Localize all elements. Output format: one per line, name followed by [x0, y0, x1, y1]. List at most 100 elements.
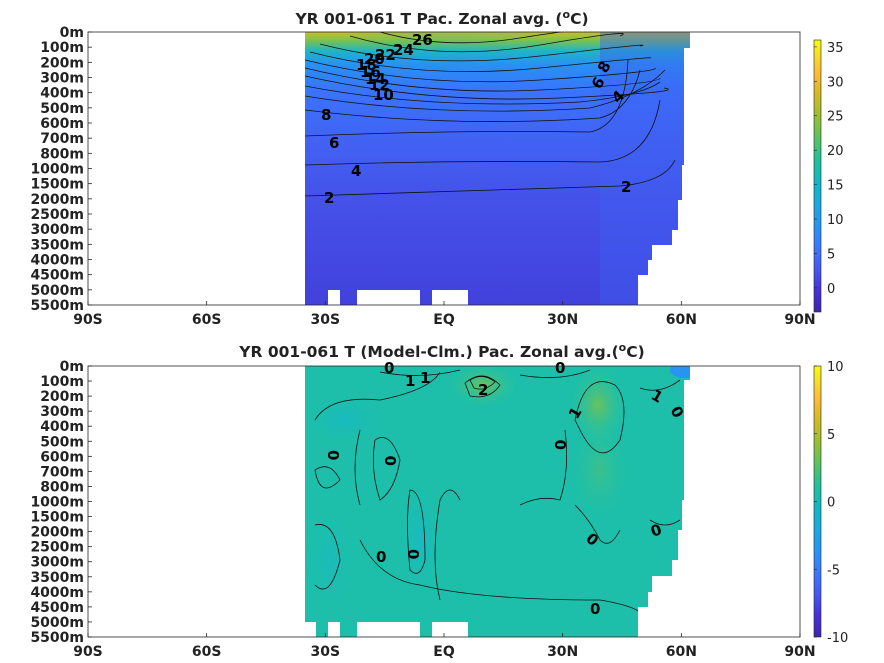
depth-tick-label: 500m: [40, 101, 84, 117]
lat-tick-label: 60S: [192, 312, 222, 328]
lat-tick-label: 90N: [784, 312, 815, 328]
depth-tick-label: 700m: [40, 131, 84, 147]
contour-label: 0: [324, 450, 342, 460]
depth-tick-label: 3000m: [30, 222, 84, 238]
colorbar-tick-label: 25: [827, 110, 844, 125]
depth-tick-label: 500m: [40, 434, 84, 450]
depth-tick-label: 200m: [40, 55, 84, 71]
colorbar-tick-label: 20: [827, 144, 844, 159]
depth-tick-label: 4500m: [30, 268, 84, 284]
bottom-panel: YR 001-061 T (Model-Clm.) Pac. Zonal avg…: [30, 341, 848, 660]
contour-label: 20: [364, 50, 385, 68]
depth-tick-label: 5500m: [30, 630, 84, 646]
depth-tick-label: 400m: [40, 86, 84, 102]
contour-label: 12: [369, 76, 390, 94]
depth-tick-label: 4000m: [30, 253, 84, 269]
contour-label: 10: [373, 86, 394, 104]
colorbar-tick-label: 0: [827, 496, 835, 511]
lat-tick-label: 60S: [192, 644, 222, 660]
depth-tick-label: 5000m: [30, 615, 84, 631]
depth-tick-label: 100m: [40, 374, 84, 390]
depth-tick-label: 1000m: [30, 495, 84, 511]
depth-tick-label: 1500m: [30, 177, 84, 193]
top-colorbar: [813, 39, 822, 313]
colorbar-tick-label: 10: [827, 360, 844, 375]
contour-label: 0: [590, 600, 600, 618]
depth-tick-label: 4000m: [30, 585, 84, 601]
contour-label: 2: [478, 381, 488, 399]
bottom-heatmap: [305, 366, 690, 637]
depth-tick-label: 4500m: [30, 600, 84, 616]
depth-tick-label: 2000m: [30, 525, 84, 541]
contour-label: 0: [404, 549, 422, 559]
lat-tick-label: EQ: [433, 312, 455, 328]
depth-tick-label: 300m: [40, 71, 84, 87]
depth-tick-label: 1000m: [30, 162, 84, 178]
bottom-colorbar-ticks: 10 5 0 -5 -10: [814, 360, 848, 646]
depth-tick-label: 0m: [60, 359, 84, 375]
depth-tick-label: 800m: [40, 479, 84, 495]
depth-tick-label: 2500m: [30, 207, 84, 223]
lat-tick-label: 90S: [73, 644, 103, 660]
bottom-lat-axis: 90S 60S 30S EQ 30N 60N 90N: [73, 633, 816, 660]
top-contours: [305, 32, 676, 197]
bottom-panel-title: YR 001-061 T (Model-Clm.) Pac. Zonal avg…: [238, 341, 644, 361]
colorbar-tick-label: 0: [827, 282, 835, 297]
top-heatmap: [305, 32, 690, 305]
lat-tick-label: 30N: [547, 312, 578, 328]
colorbar-tick-label: -10: [827, 631, 848, 646]
contour-label: 6: [329, 134, 339, 152]
colorbar-tick-label: 35: [827, 41, 844, 56]
depth-tick-label: 200m: [40, 389, 84, 405]
contour-label: 2: [621, 178, 631, 196]
contour-label: 16: [360, 63, 381, 81]
contour-label: 0: [384, 359, 394, 377]
depth-tick-label: 600m: [40, 449, 84, 465]
colorbar-tick-label: 5: [827, 428, 835, 443]
depth-tick-label: 700m: [40, 464, 84, 480]
colorbar-tick-label: 10: [827, 213, 844, 228]
depth-tick-label: 3500m: [30, 570, 84, 586]
top-panel: YR 001-061 T Pac. Zonal avg. (oC): [30, 8, 844, 328]
contour-label: 24: [393, 41, 414, 59]
contour-label: 0: [555, 359, 565, 377]
contour-label: 22: [375, 46, 396, 64]
contour-label: 2: [324, 189, 334, 207]
lat-tick-label: 30S: [311, 644, 341, 660]
contour-label: 1: [405, 372, 415, 390]
lat-tick-label: 90S: [73, 312, 103, 328]
colorbar-tick-label: -5: [827, 563, 840, 578]
top-lat-axis: 90S 60S 30S EQ 30N 60N 90N: [73, 301, 816, 328]
contour-label: 14: [365, 70, 386, 88]
contour-label: 0: [552, 440, 570, 450]
depth-tick-label: 100m: [40, 40, 84, 56]
lat-tick-label: EQ: [433, 644, 455, 660]
contour-label: 8: [321, 106, 331, 124]
lat-tick-label: 30S: [311, 312, 341, 328]
contour-label: 0: [376, 548, 386, 566]
bottom-depth-axis: 0m100m200m300m400m500m600m700m800m1000m1…: [30, 359, 92, 646]
lat-tick-label: 60N: [666, 312, 697, 328]
depth-tick-label: 400m: [40, 419, 84, 435]
lat-tick-label: 30N: [547, 644, 578, 660]
contour-label: 0: [382, 456, 400, 466]
contour-label: 4: [351, 162, 361, 180]
depth-tick-label: 3500m: [30, 237, 84, 253]
colorbar-tick-label: 15: [827, 179, 844, 194]
depth-tick-label: 1500m: [30, 510, 84, 526]
bottom-contours: [314, 369, 681, 613]
top-contour-labels: 26 24 22 20 18 16 14 12 10 8 6 4 2 8 6 4…: [321, 31, 631, 207]
depth-tick-label: 5500m: [30, 298, 84, 314]
top-depth-axis: 0m100m200m300m400m500m600m700m800m1000m1…: [30, 25, 92, 314]
contour-label: 26: [412, 31, 433, 49]
lat-tick-label: 60N: [666, 644, 697, 660]
depth-tick-label: 300m: [40, 404, 84, 420]
lat-tick-label: 90N: [784, 644, 815, 660]
depth-tick-label: 3000m: [30, 555, 84, 571]
depth-tick-label: 800m: [40, 146, 84, 162]
top-panel-title: YR 001-061 T Pac. Zonal avg. (oC): [294, 8, 588, 28]
colorbar-tick-label: 30: [827, 75, 844, 90]
depth-tick-label: 600m: [40, 116, 84, 132]
top-colorbar-ticks: 35 30 25 20 15 10 5 0: [814, 41, 844, 297]
